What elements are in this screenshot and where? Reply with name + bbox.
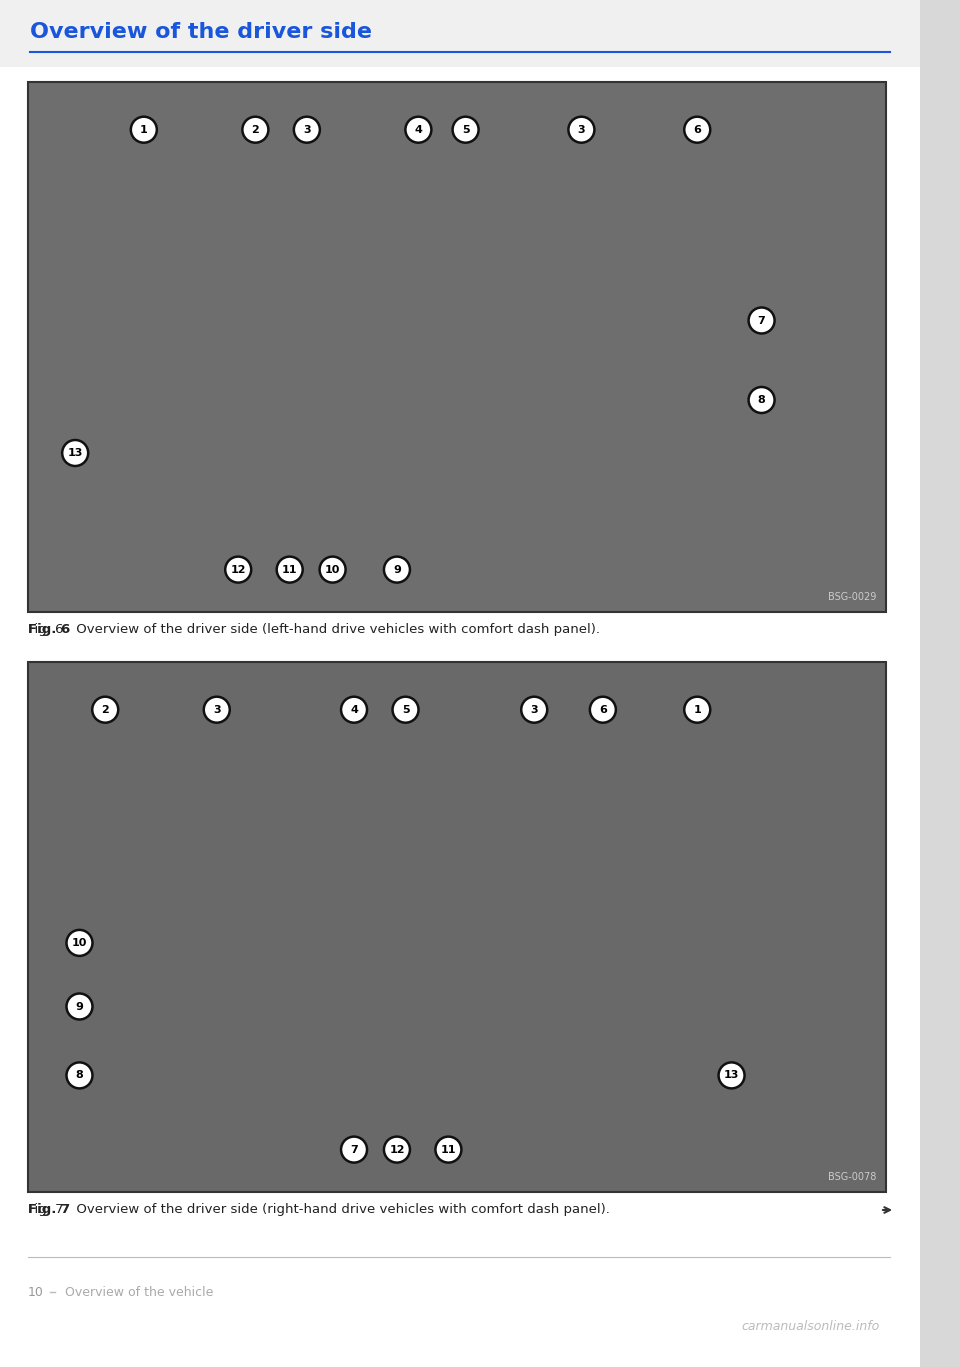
Text: 3: 3 xyxy=(578,124,586,135)
Circle shape xyxy=(66,1062,92,1088)
Text: 9: 9 xyxy=(76,1002,84,1012)
Text: 7: 7 xyxy=(757,316,765,325)
Text: Overview of the vehicle: Overview of the vehicle xyxy=(65,1285,213,1299)
Text: Fig. 6: Fig. 6 xyxy=(28,623,70,637)
Text: 5: 5 xyxy=(401,705,409,715)
Text: 10: 10 xyxy=(72,938,87,947)
Text: 7: 7 xyxy=(350,1144,358,1155)
Text: 6: 6 xyxy=(693,124,701,135)
Text: Overview of the driver side: Overview of the driver side xyxy=(30,22,372,42)
Text: 8: 8 xyxy=(757,395,765,405)
Text: 3: 3 xyxy=(303,124,311,135)
Text: BSG-0078: BSG-0078 xyxy=(828,1172,876,1182)
Circle shape xyxy=(341,1136,367,1162)
Text: BSG-0029: BSG-0029 xyxy=(828,592,876,601)
Text: 2: 2 xyxy=(102,705,109,715)
Circle shape xyxy=(384,556,410,582)
Circle shape xyxy=(294,116,320,142)
Circle shape xyxy=(684,116,710,142)
Text: 13: 13 xyxy=(724,1070,739,1080)
Circle shape xyxy=(66,930,92,956)
Circle shape xyxy=(66,994,92,1020)
Circle shape xyxy=(436,1136,462,1162)
Text: 3: 3 xyxy=(213,705,221,715)
Circle shape xyxy=(568,116,594,142)
Circle shape xyxy=(131,116,156,142)
Circle shape xyxy=(589,697,616,723)
Text: Fig. 6   Overview of the driver side (left-hand drive vehicles with comfort dash: Fig. 6 Overview of the driver side (left… xyxy=(28,623,600,637)
Text: 10: 10 xyxy=(324,565,340,574)
Circle shape xyxy=(718,1062,745,1088)
Circle shape xyxy=(393,697,419,723)
Circle shape xyxy=(749,387,775,413)
Bar xyxy=(0,0,920,67)
Circle shape xyxy=(320,556,346,582)
Text: 4: 4 xyxy=(350,705,358,715)
Text: 1: 1 xyxy=(140,124,148,135)
Text: 12: 12 xyxy=(230,565,246,574)
Circle shape xyxy=(684,697,710,723)
Bar xyxy=(28,662,886,1192)
Circle shape xyxy=(92,697,118,723)
Bar xyxy=(28,82,886,612)
Text: 12: 12 xyxy=(389,1144,405,1155)
Circle shape xyxy=(341,697,367,723)
Circle shape xyxy=(62,440,88,466)
Text: 9: 9 xyxy=(393,565,401,574)
Text: 5: 5 xyxy=(462,124,469,135)
Bar xyxy=(920,0,960,1367)
Circle shape xyxy=(226,556,252,582)
Circle shape xyxy=(405,116,431,142)
Text: 10: 10 xyxy=(28,1285,44,1299)
Circle shape xyxy=(749,308,775,334)
Circle shape xyxy=(452,116,479,142)
Text: Fig. 7: Fig. 7 xyxy=(28,1203,70,1217)
Text: 8: 8 xyxy=(76,1070,84,1080)
Text: 4: 4 xyxy=(415,124,422,135)
Text: 11: 11 xyxy=(441,1144,456,1155)
Text: Fig. 7   Overview of the driver side (right-hand drive vehicles with comfort das: Fig. 7 Overview of the driver side (righ… xyxy=(28,1203,610,1217)
Text: 6: 6 xyxy=(599,705,607,715)
Text: carmanualsonline.info: carmanualsonline.info xyxy=(742,1321,880,1333)
Circle shape xyxy=(521,697,547,723)
Circle shape xyxy=(384,1136,410,1162)
Circle shape xyxy=(242,116,269,142)
Circle shape xyxy=(204,697,229,723)
Text: 3: 3 xyxy=(531,705,538,715)
Text: 2: 2 xyxy=(252,124,259,135)
Text: 13: 13 xyxy=(67,448,83,458)
Text: 1: 1 xyxy=(693,705,701,715)
Circle shape xyxy=(276,556,302,582)
Text: 11: 11 xyxy=(282,565,298,574)
